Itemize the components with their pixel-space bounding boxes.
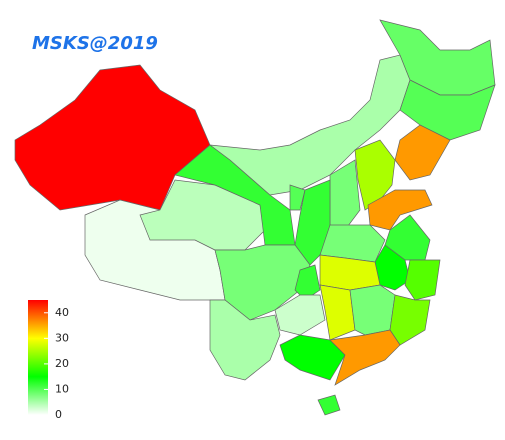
region (289, 184, 306, 211)
legend-tick-label: 40 (55, 306, 69, 319)
region (317, 394, 341, 416)
regions (14, 19, 496, 416)
region (279, 334, 346, 381)
legend-tick-label: 0 (55, 408, 62, 421)
region (349, 284, 396, 336)
legend-tick-label: 30 (55, 331, 69, 344)
title: MSKS@2019 (32, 33, 158, 54)
region (354, 139, 396, 211)
region (294, 179, 331, 266)
region (367, 189, 433, 231)
region (399, 79, 496, 141)
region (404, 259, 441, 301)
legend: 0 10 20 30 40 (44, 306, 69, 421)
region (329, 329, 401, 386)
legend-tick-label: 10 (55, 382, 69, 395)
region (319, 284, 356, 341)
region (209, 299, 281, 381)
legend-bar (28, 300, 48, 415)
legend-tick-label: 20 (55, 357, 69, 370)
region (274, 294, 326, 336)
region (389, 294, 431, 346)
